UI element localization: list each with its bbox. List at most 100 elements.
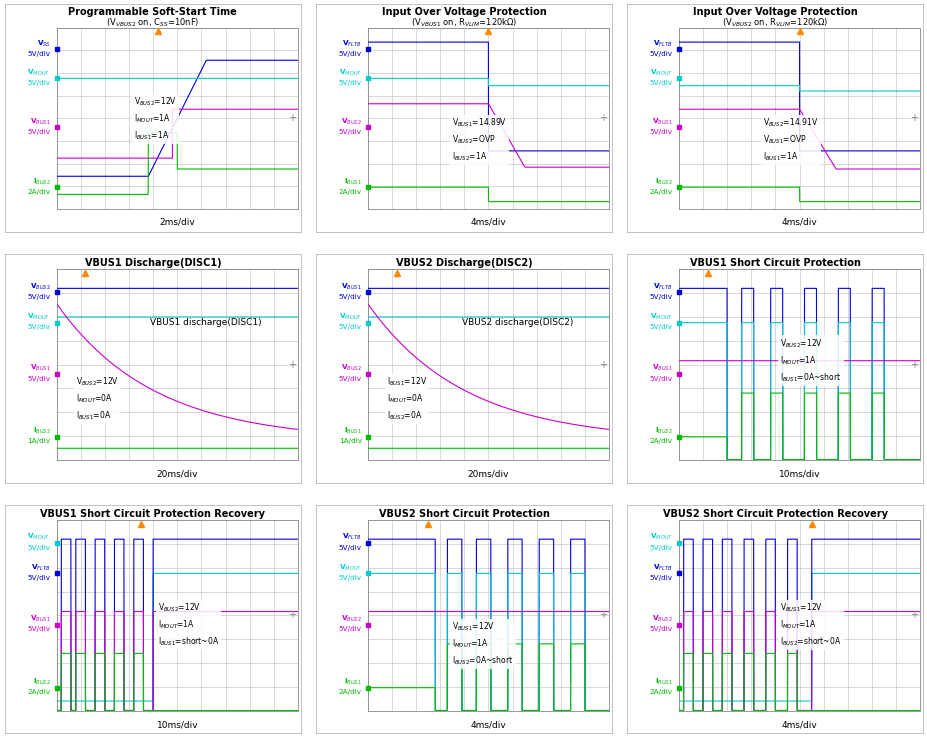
- Text: I$_{BUS2}$: I$_{BUS2}$: [654, 426, 672, 436]
- Text: V$_{MOUT}$: V$_{MOUT}$: [28, 312, 50, 322]
- Text: 5V/div: 5V/div: [338, 575, 362, 581]
- Text: I$_{BUS2}$: I$_{BUS2}$: [654, 176, 672, 186]
- Text: +: +: [598, 360, 606, 369]
- Text: 1A/div: 1A/div: [338, 439, 362, 444]
- Text: 4ms/div: 4ms/div: [781, 218, 817, 227]
- Text: 5V/div: 5V/div: [649, 294, 672, 300]
- Text: +: +: [598, 610, 606, 621]
- Text: I$_{BUS1}$: I$_{BUS1}$: [344, 176, 362, 186]
- Text: V$_{BUS1}$: V$_{BUS1}$: [30, 614, 50, 624]
- Text: I$_{BUS1}$: I$_{BUS1}$: [344, 677, 362, 687]
- Text: 5V/div: 5V/div: [338, 376, 362, 382]
- Text: 2A/div: 2A/div: [338, 189, 362, 195]
- Text: V$_{MOUT}$: V$_{MOUT}$: [649, 68, 672, 78]
- Text: VBUS1 discharge(DISC1): VBUS1 discharge(DISC1): [150, 318, 261, 327]
- Text: V$_{SS}$: V$_{SS}$: [37, 38, 50, 49]
- Text: +: +: [909, 113, 917, 123]
- Text: 5V/div: 5V/div: [338, 324, 362, 330]
- Text: 5V/div: 5V/div: [28, 575, 50, 581]
- Text: 5V/div: 5V/div: [28, 80, 50, 86]
- Text: 5V/div: 5V/div: [28, 324, 50, 330]
- Text: 5V/div: 5V/div: [28, 51, 50, 57]
- Text: 5V/div: 5V/div: [338, 294, 362, 300]
- Text: 10ms/div: 10ms/div: [157, 720, 197, 729]
- Text: 5V/div: 5V/div: [649, 545, 672, 551]
- Text: 5V/div: 5V/div: [649, 80, 672, 86]
- Text: V$_{FLTB}$: V$_{FLTB}$: [653, 562, 672, 573]
- Text: Programmable Soft-Start Time: Programmable Soft-Start Time: [69, 7, 237, 17]
- Text: 5V/div: 5V/div: [649, 376, 672, 382]
- Text: 2ms/div: 2ms/div: [159, 218, 195, 227]
- Text: +: +: [909, 360, 917, 369]
- Text: 5V/div: 5V/div: [649, 626, 672, 632]
- Text: 5V/div: 5V/div: [338, 129, 362, 135]
- Text: VBUS1 Short Circuit Protection Recovery: VBUS1 Short Circuit Protection Recovery: [40, 509, 265, 519]
- Text: V$_{BUS2}$=12V
I$_{MOUT}$=1A
I$_{BUS1}$=0A~short: V$_{BUS2}$=12V I$_{MOUT}$=1A I$_{BUS1}$=…: [780, 338, 841, 384]
- Text: 5V/div: 5V/div: [28, 626, 50, 632]
- Text: Input Over Voltage Protection: Input Over Voltage Protection: [692, 7, 857, 17]
- Text: V$_{FLTB}$: V$_{FLTB}$: [342, 532, 362, 542]
- Text: 4ms/div: 4ms/div: [470, 218, 506, 227]
- Text: +: +: [598, 113, 606, 123]
- Text: V$_{BUS1}$: V$_{BUS1}$: [30, 363, 50, 374]
- Text: V$_{BUS2}$: V$_{BUS2}$: [30, 282, 50, 292]
- Text: 2A/div: 2A/div: [28, 189, 50, 195]
- Text: V$_{MOUT}$: V$_{MOUT}$: [338, 562, 362, 573]
- Text: V$_{BUS2}$: V$_{BUS2}$: [340, 614, 362, 624]
- Text: V$_{MOUT}$: V$_{MOUT}$: [649, 532, 672, 542]
- Text: V$_{BUS2}$=12V
I$_{MOUT}$=1A
I$_{BUS1}$=short~0A: V$_{BUS2}$=12V I$_{MOUT}$=1A I$_{BUS1}$=…: [158, 601, 219, 648]
- Text: V$_{MOUT}$: V$_{MOUT}$: [28, 68, 50, 78]
- Text: V$_{MOUT}$: V$_{MOUT}$: [28, 532, 50, 542]
- Text: VBUS2 discharge(DISC2): VBUS2 discharge(DISC2): [462, 318, 573, 327]
- Text: V$_{BUS2}$=14.91V
V$_{BUS1}$=OVP
I$_{BUS1}$=1A: V$_{BUS2}$=14.91V V$_{BUS1}$=OVP I$_{BUS…: [763, 116, 818, 164]
- Text: V$_{BUS1}$=12V
I$_{MOUT}$=1A
I$_{BUS2}$=0A~short: V$_{BUS1}$=12V I$_{MOUT}$=1A I$_{BUS2}$=…: [451, 621, 513, 667]
- Text: V$_{BUS1}$: V$_{BUS1}$: [652, 116, 672, 127]
- Text: VBUS2 Short Circuit Protection Recovery: VBUS2 Short Circuit Protection Recovery: [662, 509, 887, 519]
- Text: V$_{BUS1}$: V$_{BUS1}$: [30, 116, 50, 127]
- Text: 2A/div: 2A/div: [338, 689, 362, 695]
- Text: 5V/div: 5V/div: [338, 80, 362, 86]
- Text: V$_{BUS2}$: V$_{BUS2}$: [652, 614, 672, 624]
- Text: V$_{MOUT}$: V$_{MOUT}$: [338, 68, 362, 78]
- Text: 5V/div: 5V/div: [649, 51, 672, 57]
- Text: +: +: [287, 113, 296, 123]
- Text: (V$_{VBUS1}$ on, R$_{VLIM}$=120kΩ): (V$_{VBUS1}$ on, R$_{VLIM}$=120kΩ): [411, 16, 516, 29]
- Text: V$_{FLTB}$: V$_{FLTB}$: [31, 562, 50, 573]
- Text: 5V/div: 5V/div: [338, 545, 362, 551]
- Text: +: +: [287, 610, 296, 621]
- Text: 4ms/div: 4ms/div: [470, 720, 506, 729]
- Text: 2A/div: 2A/div: [649, 439, 672, 444]
- Text: 20ms/div: 20ms/div: [157, 469, 197, 478]
- Text: 5V/div: 5V/div: [28, 376, 50, 382]
- Text: V$_{BUS1}$: V$_{BUS1}$: [652, 363, 672, 374]
- Text: V$_{BUS1}$=14.89V
V$_{BUS2}$=OVP
I$_{BUS2}$=1A: V$_{BUS1}$=14.89V V$_{BUS2}$=OVP I$_{BUS…: [451, 116, 507, 164]
- Text: V$_{BUS1}$=12V
I$_{MOUT}$=1A
I$_{BUS2}$=short~0A: V$_{BUS1}$=12V I$_{MOUT}$=1A I$_{BUS2}$=…: [780, 601, 841, 648]
- Text: 10ms/div: 10ms/div: [778, 469, 819, 478]
- Text: (V$_{VBUS2}$ on, C$_{SS}$=10nF): (V$_{VBUS2}$ on, C$_{SS}$=10nF): [106, 16, 199, 29]
- Text: 5V/div: 5V/div: [649, 324, 672, 330]
- Text: (V$_{VBUS2}$ on, R$_{VLIM}$=120kΩ): (V$_{VBUS2}$ on, R$_{VLIM}$=120kΩ): [721, 16, 828, 29]
- Text: I$_{BUS1}$: I$_{BUS1}$: [654, 677, 672, 687]
- Text: I$_{BUS2}$: I$_{BUS2}$: [32, 677, 50, 687]
- Text: 5V/div: 5V/div: [28, 294, 50, 300]
- Text: 1A/div: 1A/div: [28, 439, 50, 444]
- Text: V$_{BUS1}$: V$_{BUS1}$: [340, 282, 362, 292]
- Text: V$_{BUS2}$: V$_{BUS2}$: [340, 116, 362, 127]
- Text: V$_{BUS2}$: V$_{BUS2}$: [340, 363, 362, 374]
- Text: Input Over Voltage Protection: Input Over Voltage Protection: [381, 7, 546, 17]
- Text: I$_{BUS1}$=12V
I$_{MOUT}$=0A
I$_{BUS2}$=0A: I$_{BUS1}$=12V I$_{MOUT}$=0A I$_{BUS2}$=…: [387, 376, 426, 422]
- Text: V$_{BUS2}$=12V
I$_{MOUT}$=1A
I$_{BUS1}$=1A: V$_{BUS2}$=12V I$_{MOUT}$=1A I$_{BUS1}$=…: [133, 95, 177, 142]
- Text: VBUS1 Discharge(DISC1): VBUS1 Discharge(DISC1): [84, 258, 221, 268]
- Text: 4ms/div: 4ms/div: [781, 720, 817, 729]
- Text: 2A/div: 2A/div: [649, 189, 672, 195]
- Text: V$_{FLTB}$: V$_{FLTB}$: [342, 38, 362, 49]
- Text: +: +: [909, 610, 917, 621]
- Text: 5V/div: 5V/div: [28, 545, 50, 551]
- Text: 5V/div: 5V/div: [338, 626, 362, 632]
- Text: I$_{BUS2}$: I$_{BUS2}$: [32, 176, 50, 186]
- Text: I$_{BUS2}$: I$_{BUS2}$: [32, 426, 50, 436]
- Text: VBUS1 Short Circuit Protection: VBUS1 Short Circuit Protection: [689, 258, 859, 268]
- Text: 5V/div: 5V/div: [338, 51, 362, 57]
- Text: 20ms/div: 20ms/div: [467, 469, 509, 478]
- Text: V$_{MOUT}$: V$_{MOUT}$: [649, 312, 672, 322]
